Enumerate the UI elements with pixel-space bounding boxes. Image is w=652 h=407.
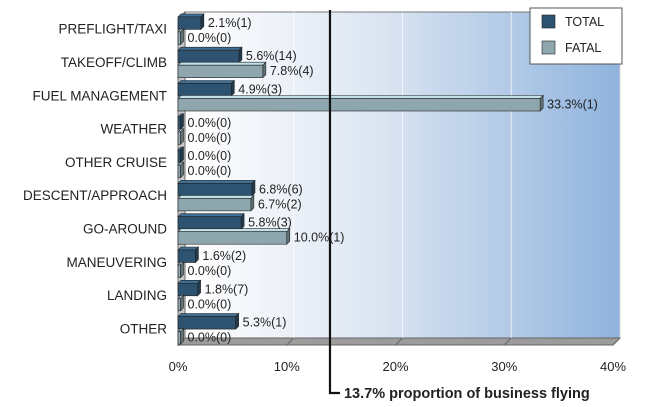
legend-swatch [541, 14, 556, 29]
bar-total [177, 113, 185, 131]
data-label: 0.0%(0) [188, 297, 232, 311]
bar-fatal [177, 28, 185, 46]
category-label: OTHER [120, 321, 168, 336]
bar-fatal [177, 327, 185, 345]
gridline-floor [612, 337, 621, 346]
bar-total [177, 179, 256, 197]
bar-total [177, 13, 205, 31]
data-label: 5.3%(1) [243, 316, 287, 330]
x-axis-ticks: 0% 10% 20% 30% 40% [169, 359, 627, 374]
category-label: DESCENT/APPROACH [23, 188, 167, 203]
category-label: LANDING [107, 288, 167, 303]
data-label: 5.8%(3) [248, 216, 292, 230]
x-tick-label: 10% [274, 359, 300, 374]
category-label: WEATHER [101, 122, 168, 137]
x-tick-label: 0% [169, 359, 188, 374]
bar-fatal [177, 261, 185, 279]
data-label: 0.0%(0) [188, 116, 232, 130]
category-label: GO-AROUND [83, 221, 167, 236]
bar-total [177, 212, 245, 230]
data-labels: 2.1%(1)0.0%(0)5.6%(14)7.8%(4)4.9%(3)33.3… [188, 16, 598, 345]
legend-label: FATAL [565, 41, 601, 55]
data-label: 1.8%(7) [205, 282, 249, 296]
data-label: 6.8%(6) [259, 182, 303, 196]
gridlines [286, 12, 621, 346]
data-label: 10.0%(1) [294, 231, 345, 245]
reference-line-mark [328, 10, 340, 395]
reference-line: 13.7% proportion of business flying [328, 10, 590, 402]
bar-fatal [177, 227, 291, 245]
gridline-floor [286, 337, 295, 346]
data-label: 2.1%(1) [208, 16, 252, 30]
bar-total [177, 312, 240, 330]
category-label: TAKEOFF/CLIMB [61, 55, 167, 70]
data-label: 1.6%(2) [202, 249, 246, 263]
bars [177, 13, 544, 345]
bar-fatal [177, 294, 185, 312]
reference-line-label: 13.7% proportion of business flying [344, 386, 590, 402]
x-tick-label: 20% [382, 359, 408, 374]
data-label: 0.0%(0) [188, 149, 232, 163]
gridline-floor [503, 337, 512, 346]
data-label: 0.0%(0) [188, 164, 232, 178]
bar-fatal [177, 94, 544, 112]
data-label: 4.9%(3) [238, 83, 282, 97]
category-label: PREFLIGHT/TAXI [58, 22, 167, 37]
x-tick-label: 30% [491, 359, 517, 374]
bar-fatal [177, 128, 185, 146]
data-label: 7.8%(4) [270, 64, 314, 78]
bar-fatal [177, 161, 185, 179]
bar-total [177, 146, 185, 164]
data-label: 6.7%(2) [258, 197, 302, 211]
bar-total [177, 46, 243, 64]
data-label: 0.0%(0) [188, 331, 232, 345]
legend-swatch [541, 40, 556, 55]
data-label: 33.3%(1) [547, 98, 598, 112]
data-label: 0.0%(0) [188, 131, 232, 145]
category-label: OTHER CRUISE [65, 155, 167, 170]
gridline-floor [395, 337, 403, 346]
legend: TOTAL FATAL [529, 7, 623, 65]
bar-total [177, 246, 200, 264]
legend-label: TOTAL [565, 15, 604, 29]
bar-fatal [177, 61, 267, 79]
bar-total [177, 79, 236, 97]
category-label: MANEUVERING [66, 255, 167, 270]
bar-fatal [177, 194, 255, 212]
data-label: 5.6%(14) [246, 49, 297, 63]
x-tick-label: 40% [600, 359, 626, 374]
legend-box [529, 7, 623, 65]
data-label: 0.0%(0) [188, 264, 232, 278]
bar-total [177, 279, 202, 297]
category-label: FUEL MANAGEMENT [32, 88, 167, 103]
category-labels: PREFLIGHT/TAXI TAKEOFF/CLIMB FUEL MANAGEME… [23, 22, 167, 337]
data-label: 0.0%(0) [188, 31, 232, 45]
